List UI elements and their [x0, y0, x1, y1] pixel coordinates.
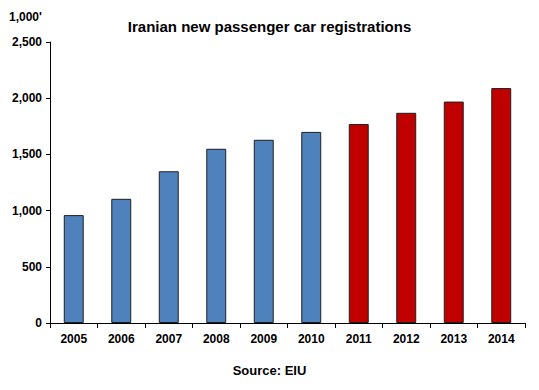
svg-text:2012: 2012: [393, 332, 420, 346]
svg-text:2,500: 2,500: [12, 35, 42, 49]
svg-text:1,000': 1,000': [9, 10, 42, 24]
svg-text:0: 0: [35, 316, 42, 330]
svg-text:Source: EIU: Source: EIU: [233, 363, 307, 378]
svg-text:500: 500: [22, 260, 42, 274]
svg-text:2010: 2010: [298, 332, 325, 346]
svg-text:2008: 2008: [203, 332, 230, 346]
svg-text:2011: 2011: [346, 332, 372, 346]
svg-text:2,000: 2,000: [12, 91, 42, 105]
svg-text:Iranian new passenger car regi: Iranian new passenger car registrations: [128, 18, 411, 35]
svg-text:2014: 2014: [488, 332, 515, 346]
svg-text:1,000: 1,000: [12, 204, 42, 218]
svg-text:2005: 2005: [60, 332, 87, 346]
svg-text:1,500: 1,500: [12, 147, 42, 161]
svg-text:2006: 2006: [108, 332, 135, 346]
svg-text:2009: 2009: [250, 332, 277, 346]
svg-text:2013: 2013: [440, 332, 467, 346]
svg-text:2007: 2007: [155, 332, 182, 346]
